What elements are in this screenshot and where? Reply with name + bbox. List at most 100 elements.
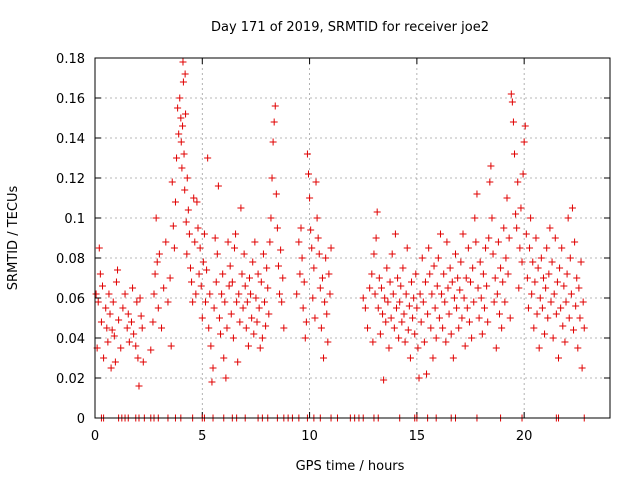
data-point — [219, 270, 227, 278]
data-point — [240, 250, 248, 258]
data-point — [167, 342, 175, 350]
y-tick-label: 0.1 — [64, 212, 85, 227]
data-point — [381, 294, 389, 302]
data-point — [555, 354, 562, 362]
data-point — [524, 304, 532, 312]
data-point — [374, 304, 382, 312]
data-point — [171, 198, 179, 206]
data-point — [237, 204, 245, 212]
y-tick-label: 0.18 — [56, 52, 85, 67]
data-point — [124, 310, 132, 318]
data-point — [251, 238, 259, 246]
data-point — [132, 342, 140, 350]
data-point — [495, 310, 503, 318]
y-tick-label: 0.02 — [56, 372, 85, 387]
data-point — [105, 290, 113, 298]
data-point — [421, 278, 429, 286]
data-point — [539, 274, 547, 282]
data-point — [137, 312, 145, 320]
data-point — [130, 330, 138, 338]
data-point — [133, 298, 141, 306]
data-point — [404, 326, 412, 334]
data-point — [100, 354, 108, 362]
data-point — [314, 234, 322, 242]
data-point — [500, 224, 508, 232]
data-point — [470, 298, 478, 306]
x-tick-label: 0 — [91, 429, 99, 444]
data-point — [577, 258, 585, 266]
data-point — [178, 164, 186, 172]
data-point — [521, 122, 529, 130]
data-point — [471, 214, 479, 222]
data-point — [268, 174, 276, 182]
data-point — [488, 214, 496, 222]
data-point — [491, 274, 499, 282]
data-point — [235, 290, 243, 298]
data-point — [482, 244, 490, 252]
data-point — [321, 298, 329, 306]
data-point — [224, 238, 232, 246]
data-point — [518, 258, 526, 266]
data-point — [574, 344, 582, 352]
data-point — [269, 138, 277, 146]
data-point — [160, 284, 168, 292]
data-point — [487, 162, 495, 170]
data-point — [565, 314, 573, 322]
data-point — [556, 264, 564, 272]
data-point — [411, 330, 419, 338]
data-point — [570, 326, 578, 334]
data-point — [182, 218, 190, 226]
data-point — [242, 324, 250, 332]
data-point — [259, 250, 267, 258]
data-point — [493, 290, 501, 298]
data-point — [452, 250, 459, 258]
x-tick-label: 20 — [516, 429, 533, 444]
data-point — [457, 258, 465, 266]
axis-ticks: 0 0.02 0.04 0.06 0.08 0.1 0.12 0.14 0.16 0.18 0 5 10… — [56, 52, 610, 444]
data-point — [310, 264, 318, 272]
data-point — [226, 262, 234, 270]
data-point — [135, 382, 143, 390]
data-point — [244, 342, 252, 350]
data-point — [578, 364, 586, 372]
data-point — [196, 244, 204, 252]
data-point — [200, 230, 208, 238]
data-point — [252, 294, 260, 302]
data-point — [139, 358, 147, 366]
data-point — [324, 338, 332, 346]
plot-frame — [94, 57, 611, 419]
data-point — [193, 198, 201, 206]
data-point — [498, 324, 506, 332]
data-point — [532, 234, 540, 242]
data-point — [383, 264, 391, 272]
data-point — [221, 298, 229, 306]
data-point — [164, 298, 172, 306]
data-point — [271, 102, 279, 110]
data-point — [298, 254, 306, 262]
y-axis-label: SRMTID / TECUs — [6, 186, 21, 291]
data-point — [552, 310, 560, 318]
data-point — [134, 354, 142, 362]
data-point — [534, 264, 542, 272]
data-point — [467, 278, 475, 286]
data-point — [264, 284, 272, 292]
y-tick-label: 0.14 — [56, 132, 85, 147]
data-point — [533, 310, 541, 318]
data-point — [238, 270, 246, 278]
data-point — [265, 310, 273, 318]
data-point — [379, 310, 387, 318]
data-point — [181, 70, 189, 78]
data-point — [442, 338, 450, 346]
data-point — [315, 250, 323, 258]
data-point — [190, 194, 198, 202]
data-point — [197, 282, 205, 290]
data-point — [188, 278, 196, 286]
data-point — [562, 298, 570, 306]
data-point — [468, 334, 476, 342]
data-point — [390, 324, 398, 332]
data-point — [553, 278, 561, 286]
data-point — [94, 298, 102, 306]
data-point — [111, 358, 119, 366]
data-point — [576, 314, 584, 322]
data-point — [475, 314, 483, 322]
